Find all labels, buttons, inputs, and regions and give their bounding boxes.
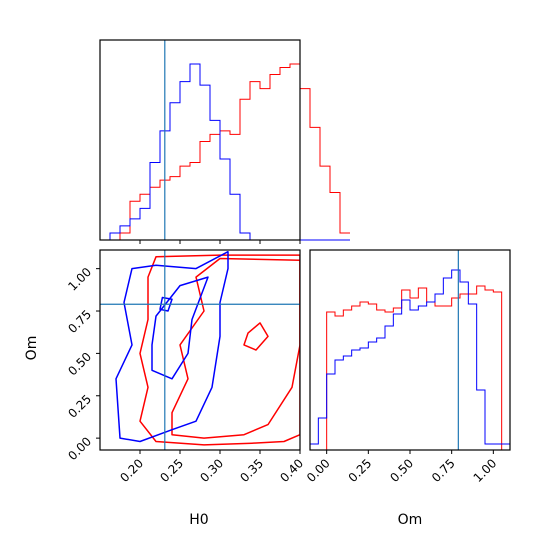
x-axis-label-h0: H0 [189,512,208,528]
x-tick-label: 0.20 [117,456,146,485]
x-tick-label: 0.00 [304,456,333,485]
x-tick-label: 0.35 [237,456,266,485]
y-tick-label: 0.50 [65,350,94,379]
histogram-om-frame [309,249,511,451]
blue-h0-histogram [100,63,350,241]
histogram-h0-panel [99,39,350,244]
red-contour-2 [243,322,269,351]
blue-contour-0 [115,250,229,443]
blue-om-histogram [309,269,510,450]
x-tick-label: 0.50 [387,456,416,485]
histogram-om-panel: 0.00 0.25 0.50 0.75 1.00 [304,249,511,485]
y-tick-label: 0.00 [65,434,94,463]
x-tick-label: 0.25 [346,456,375,485]
x-axis-label-om: Om [398,512,423,528]
y-axis-label-om: Om [24,336,40,361]
x-tick-label: 0.25 [157,456,186,485]
contour-lines [100,250,300,450]
contour-h0-om-panel: 0.20 0.25 0.30 0.35 0.40 0.00 0.25 0.50 0.75 1.00 [65,249,306,485]
histogram-h0-frame [99,39,301,241]
y-tick-label: 0.75 [65,307,94,336]
y-tick-label: 0.25 [65,392,94,421]
red-h0-histogram [100,63,350,241]
red-om-histogram [310,285,510,451]
red-contour-0 [139,254,300,446]
x-tick-label: 0.75 [429,456,458,485]
y-tick-label: 1.00 [65,265,94,294]
contour-frame [99,249,301,451]
x-tick-label: 0.40 [277,456,306,485]
x-tick-label: 1.00 [471,456,500,485]
x-tick-label: 0.30 [197,456,226,485]
blue-contour-1 [151,276,209,380]
red-contour-1 [171,257,300,439]
